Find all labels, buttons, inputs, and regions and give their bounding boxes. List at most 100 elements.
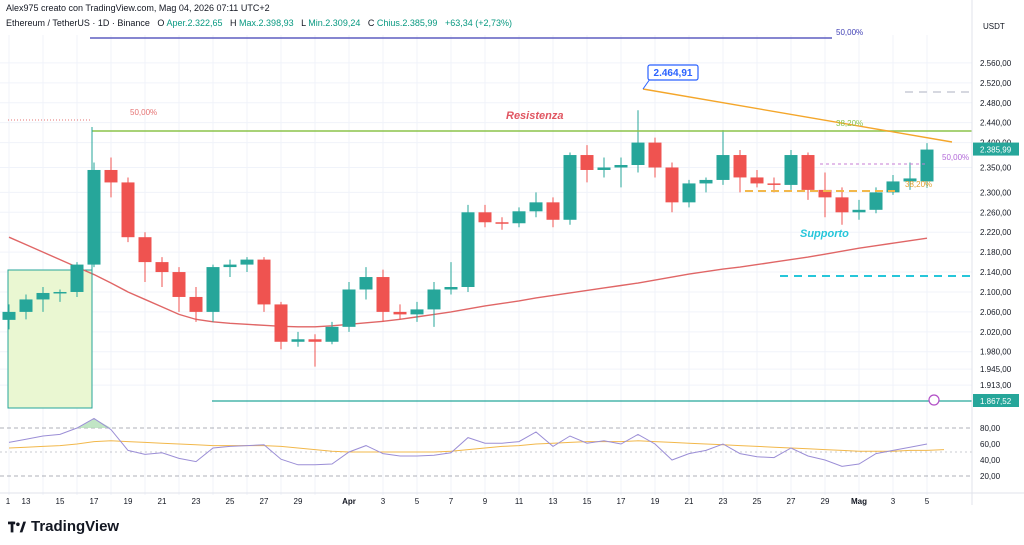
candle-body — [546, 202, 560, 220]
date-axis: 1 13 15 17 19 21 23 25 27 29 Apr 3 5 7 9 11 13 15 17 19 21 23… — [0, 492, 1024, 506]
close-value: Chius.2.385,99 — [376, 18, 438, 28]
date-tick: 27 — [787, 497, 796, 506]
date-tick: Mag — [851, 497, 867, 506]
date-tick: 5 — [415, 497, 420, 506]
candles — [2, 110, 934, 367]
symbol-name: Ethereum / TetherUS · 1D · Binance — [6, 18, 150, 28]
candle-body — [852, 209, 866, 213]
candle-body — [733, 155, 747, 178]
grid — [0, 35, 972, 495]
rsi-tick: 60,00 — [980, 440, 1001, 449]
tradingview-icon — [8, 521, 26, 532]
date-tick: 13 — [549, 497, 558, 506]
candle-body — [631, 142, 645, 165]
date-tick: 13 — [22, 497, 31, 506]
candle-body — [138, 237, 152, 263]
fib-r3-label: 38,20% — [905, 180, 932, 189]
moving-average — [8, 236, 928, 328]
brand-name: TradingView — [31, 518, 120, 535]
candle-body — [53, 291, 67, 294]
date-tick: 7 — [449, 497, 454, 506]
price-tick: 1.980,00 — [980, 348, 1012, 357]
trend-line — [642, 88, 953, 143]
date-tick: 23 — [192, 497, 201, 506]
date-tick: 25 — [753, 497, 762, 506]
candle-body — [818, 189, 832, 198]
alert-icon — [928, 394, 940, 406]
date-tick: 3 — [891, 497, 896, 506]
date-tick: 23 — [719, 497, 728, 506]
low-label: L — [301, 18, 306, 28]
candle-body — [801, 155, 815, 190]
current-price-label: 2.385,99 — [980, 146, 1012, 155]
candle-body — [495, 222, 509, 224]
price-tick: 1.913,00 — [980, 381, 1012, 390]
date-tick: 19 — [124, 497, 133, 506]
candle-body — [308, 339, 322, 342]
overlays: 50,00% 50,00% Resistenza 2.464,91 38,20% 50,0… — [8, 28, 972, 408]
candle-body — [223, 264, 237, 268]
rsi-panel — [0, 417, 972, 477]
candle-body — [784, 155, 798, 185]
candle-body — [563, 155, 577, 220]
candle-body — [155, 262, 169, 273]
support-zone — [7, 269, 93, 409]
candle-body — [359, 277, 373, 290]
price-tick: 2.480,00 — [980, 99, 1012, 108]
candle-body — [597, 167, 611, 170]
price-tick: 2.060,00 — [980, 308, 1012, 317]
candle-body — [36, 292, 50, 300]
candle-body — [682, 183, 696, 203]
candle-body — [648, 142, 662, 168]
date-tick: 3 — [381, 497, 386, 506]
date-tick: 29 — [821, 497, 830, 506]
high-callout-label: 2.464,91 — [654, 68, 693, 79]
tradingview-logo: TradingView — [8, 518, 119, 535]
change-value: +63,34 (+2,73%) — [444, 18, 512, 28]
high-label: H — [230, 18, 237, 28]
candle-body — [410, 309, 424, 315]
candle-body — [580, 155, 594, 170]
candle-body — [750, 177, 764, 184]
candle-body — [461, 212, 475, 287]
current-price-tag — [973, 142, 1019, 156]
candle-body — [121, 182, 135, 238]
high-callout-box — [647, 64, 699, 81]
rsi-ma-line — [8, 440, 945, 453]
candle-body — [104, 169, 118, 183]
date-tick: 29 — [294, 497, 303, 506]
price-tick: 1.945,00 — [980, 365, 1012, 374]
candle-body — [427, 289, 441, 310]
currency-label: USDT — [983, 22, 1005, 31]
candle-body — [87, 169, 101, 265]
date-tick: Apr — [342, 497, 356, 506]
chart-title: Alex975 creato con TradingView.com, Mag … — [6, 3, 270, 13]
price-tick: 2.220,00 — [980, 228, 1012, 237]
price-axis: USDT2.560,002.520,002.480,002.440,002.40… — [971, 0, 1019, 505]
open-value: Aper.2.322,65 — [166, 18, 223, 28]
high-callout-pointer — [642, 78, 651, 90]
date-tick: 15 — [583, 497, 592, 506]
date-tick: 19 — [651, 497, 660, 506]
price-tick: 2.520,00 — [980, 79, 1012, 88]
candle-body — [716, 155, 730, 180]
candle-body — [529, 202, 543, 212]
low-value: Min.2.309,24 — [308, 18, 361, 28]
high-value: Max.2.398,93 — [239, 18, 294, 28]
candle-body — [665, 167, 679, 203]
rsi-tick: 40,00 — [980, 456, 1001, 465]
candle-body — [19, 299, 33, 312]
candle-body — [291, 339, 305, 342]
candle-body — [257, 259, 271, 305]
candle-body — [614, 164, 628, 168]
bottom-price-label: 1.867,52 — [980, 397, 1012, 406]
candle-body — [172, 272, 186, 297]
fib-top-label: 50,00% — [836, 28, 863, 37]
date-tick: 9 — [483, 497, 488, 506]
candle-body — [70, 264, 84, 292]
rsi-tick: 20,00 — [980, 472, 1001, 481]
candle-body — [767, 183, 781, 185]
candle-body — [835, 197, 849, 213]
fib-r2-label: 50,00% — [942, 153, 969, 162]
